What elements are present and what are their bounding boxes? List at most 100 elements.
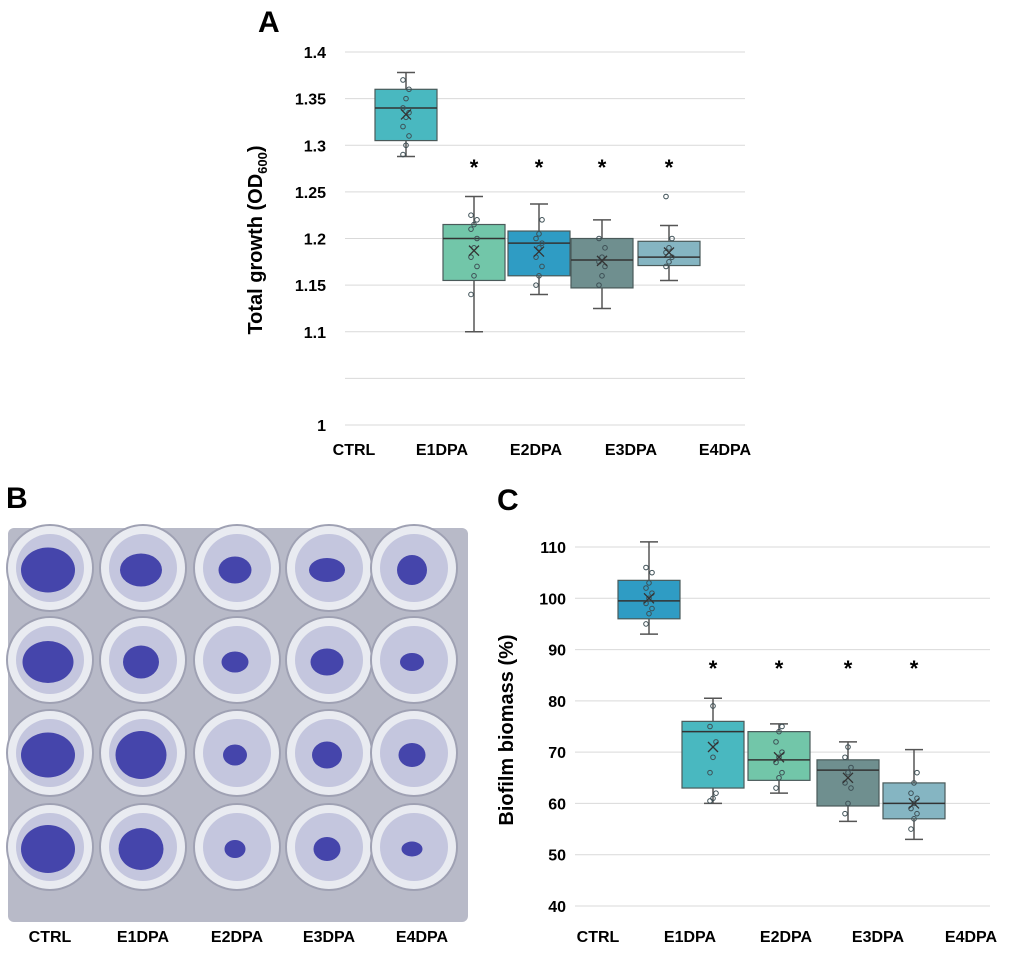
biofilm-stain	[22, 641, 74, 683]
chart-c-mean-marker	[908, 797, 920, 809]
biofilm-stain	[224, 840, 246, 858]
chart-c-data-point	[710, 754, 716, 761]
chart-c-data-point	[845, 744, 851, 750]
well	[193, 709, 281, 797]
biofilm-stain	[21, 732, 75, 778]
chart-total-growth: 1 1.1 1.15 1.2 1.25 1.3 1.35 1.4 Total growth (O…	[245, 45, 752, 459]
well	[99, 524, 187, 612]
chart-c-data-point	[776, 774, 782, 781]
chart-a-box-ctrl	[374, 71, 438, 158]
chart-c-data-point	[643, 564, 649, 571]
chart-c-box-e1dpa	[681, 697, 745, 805]
chart-c-ytick-label: 90	[548, 643, 566, 660]
photo-column-label: E4DPA	[396, 929, 449, 946]
chart-a-data-point	[666, 245, 672, 251]
well	[6, 803, 94, 891]
chart-c-data-point	[848, 764, 854, 771]
chart-c-ylabel: Biofilm biomass (%)	[496, 634, 518, 825]
chart-a-data-point	[468, 291, 474, 298]
chart-a-ytick-label: 1.2	[304, 232, 326, 249]
chart-a-ylabel: Total growth (OD600)	[245, 145, 270, 334]
biofilm-stain	[21, 825, 75, 873]
chart-c-data-point	[779, 769, 785, 776]
chart-a-xtick-label: E1DPA	[416, 442, 469, 459]
chart-a-mean-marker	[663, 247, 675, 258]
chart-c-data-point	[707, 769, 713, 776]
chart-a-box-body	[442, 223, 506, 282]
chart-c-data-point	[779, 723, 785, 730]
chart-a-ytick-label: 1.1	[304, 325, 326, 342]
chart-a-mean-marker	[533, 246, 545, 258]
biofilm-stain	[123, 645, 159, 679]
chart-c-data-point	[911, 800, 917, 807]
chart-c-data-point	[707, 798, 713, 804]
biofilm-stain	[115, 731, 167, 779]
chart-a-ytick-label: 1.35	[295, 92, 326, 109]
well	[285, 803, 373, 891]
chart-c-data-point	[845, 769, 851, 776]
biofilm-stain	[21, 547, 75, 593]
biofilm-stain	[397, 555, 427, 585]
chart-c-data-point	[842, 810, 848, 817]
chart-c-data-point	[908, 790, 914, 796]
chart-c-significance-star: *	[709, 656, 718, 681]
biofilm-stain	[118, 828, 164, 870]
chart-a-box-e3dpa	[570, 219, 634, 310]
chart-c-data-point	[776, 754, 782, 761]
chart-c-data-point	[845, 800, 851, 807]
chart-a-data-point	[669, 235, 675, 242]
chart-c-mean-marker	[707, 741, 719, 753]
chart-c-ytick-label: 80	[548, 694, 566, 711]
chart-c-data-point	[773, 785, 779, 791]
well	[6, 524, 94, 612]
chart-c-box-e3dpa	[816, 741, 880, 823]
chart-a-box-body	[570, 237, 634, 289]
chart-a-data-point	[539, 217, 545, 223]
photo-column-label: E2DPA	[211, 929, 264, 946]
chart-c-mean-marker	[773, 751, 785, 763]
photo-column-label: CTRL	[29, 929, 72, 946]
panel-label-c: C	[497, 484, 519, 517]
chart-a-data-point	[474, 235, 480, 242]
chart-a-data-point	[666, 259, 672, 265]
photo-column-label: E3DPA	[303, 929, 356, 946]
chart-a-data-point	[474, 263, 480, 270]
chart-c-data-point	[646, 580, 652, 586]
chart-a-data-point	[471, 273, 477, 279]
biofilm-stain	[218, 556, 252, 584]
biofilm-stain	[221, 651, 249, 673]
chart-a-data-point	[536, 273, 542, 279]
chart-c-xtick-label: E2DPA	[760, 929, 813, 946]
chart-a-xtick-label: E2DPA	[510, 442, 563, 459]
chart-c-box-body	[617, 579, 681, 620]
chart-c-data-point	[646, 595, 652, 602]
chart-a-box-e4dpa	[637, 193, 701, 282]
chart-a-data-point	[474, 217, 480, 223]
chart-a-data-point	[403, 142, 409, 149]
chart-a-data-point	[400, 123, 406, 130]
photo-column-label: E1DPA	[117, 929, 170, 946]
chart-c-ytick-label: 60	[548, 796, 566, 813]
chart-c-significance-star: *	[775, 656, 784, 681]
chart-a-data-point	[400, 151, 406, 158]
chart-c-data-point	[710, 703, 716, 709]
chart-a-data-point	[533, 282, 539, 288]
well	[99, 616, 187, 704]
well-plate-photo: CTRL E1DPA E2DPA E3DPA E4DPA	[6, 524, 468, 946]
chart-a-ytick-label: 1.4	[304, 45, 326, 62]
chart-c-ytick-label: 110	[540, 540, 566, 557]
chart-a-xtick-label: CTRL	[333, 442, 376, 459]
chart-a-box-e1dpa	[442, 195, 506, 333]
chart-c-data-point	[643, 585, 649, 591]
well	[99, 709, 187, 797]
panel-label-a: A	[258, 6, 280, 39]
chart-a-significance-star: *	[535, 155, 544, 180]
chart-c-ytick-label: 50	[548, 848, 566, 865]
chart-c-data-point	[848, 785, 854, 791]
biofilm-stain	[312, 741, 342, 769]
biofilm-stain	[309, 558, 345, 582]
chart-a-data-point	[471, 221, 477, 228]
chart-a-box-body	[637, 240, 701, 267]
chart-a-data-point	[400, 105, 406, 111]
chart-a-data-point	[468, 254, 474, 260]
